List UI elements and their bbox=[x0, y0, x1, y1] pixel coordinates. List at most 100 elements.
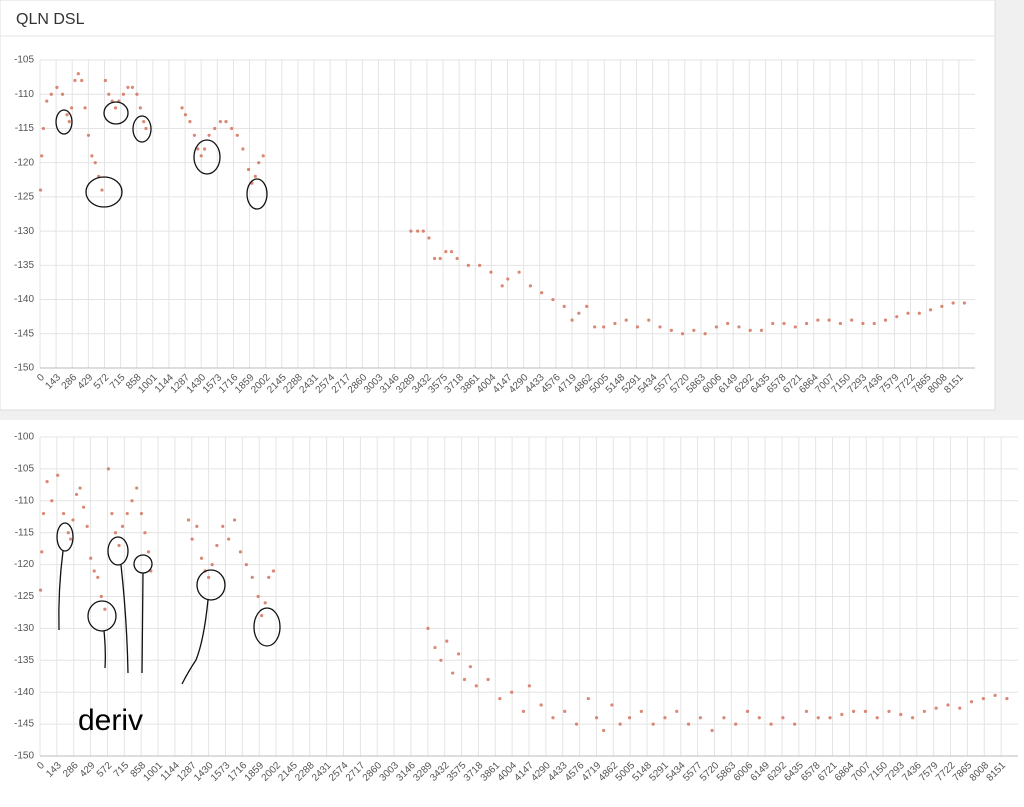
data-point bbox=[816, 318, 820, 322]
y-tick-label: -145 bbox=[14, 328, 34, 339]
data-point bbox=[107, 92, 111, 96]
data-point bbox=[195, 524, 199, 528]
data-point bbox=[940, 304, 944, 308]
data-point bbox=[215, 543, 219, 548]
data-point bbox=[658, 325, 662, 329]
y-tick-label: -130 bbox=[14, 623, 34, 634]
data-point bbox=[828, 716, 832, 720]
data-point bbox=[462, 677, 467, 682]
y-tick-label: -125 bbox=[14, 591, 34, 602]
data-point bbox=[669, 328, 673, 332]
data-point bbox=[40, 550, 44, 554]
data-point bbox=[585, 304, 589, 308]
data-point bbox=[427, 236, 431, 240]
data-point bbox=[103, 607, 107, 611]
data-point bbox=[698, 716, 702, 720]
data-point bbox=[861, 321, 865, 326]
data-point bbox=[722, 716, 726, 720]
data-point bbox=[793, 325, 797, 329]
data-point bbox=[551, 297, 555, 302]
data-point bbox=[190, 537, 194, 541]
data-point bbox=[135, 486, 139, 490]
stroke-annotation bbox=[141, 572, 144, 674]
data-point bbox=[196, 147, 200, 151]
data-point bbox=[257, 161, 261, 165]
data-point bbox=[83, 106, 87, 110]
data-point bbox=[76, 72, 80, 76]
y-tick-label: -115 bbox=[15, 123, 35, 134]
data-point bbox=[80, 78, 84, 83]
y-tick-label: -150 bbox=[14, 363, 34, 374]
circle-annotation bbox=[56, 522, 74, 552]
data-point bbox=[540, 291, 544, 295]
data-point bbox=[521, 709, 526, 713]
y-tick-label: -140 bbox=[14, 294, 34, 305]
data-point bbox=[451, 671, 455, 675]
data-point bbox=[445, 639, 449, 643]
data-point bbox=[737, 325, 741, 329]
data-point bbox=[850, 318, 854, 322]
data-point bbox=[444, 250, 448, 254]
data-point bbox=[934, 706, 938, 710]
data-point bbox=[246, 167, 251, 172]
data-point bbox=[899, 712, 903, 717]
data-point bbox=[759, 328, 764, 332]
data-point bbox=[574, 722, 579, 726]
y-tick-label: -135 bbox=[14, 655, 34, 666]
circle-annotation bbox=[85, 176, 123, 208]
data-point bbox=[67, 120, 71, 124]
y-tick-label: -140 bbox=[14, 687, 34, 698]
data-point bbox=[256, 594, 260, 599]
data-point bbox=[838, 321, 842, 326]
data-point bbox=[793, 722, 797, 726]
data-point bbox=[489, 270, 493, 274]
data-point bbox=[593, 325, 597, 329]
circle-annotation bbox=[132, 115, 152, 143]
data-point bbox=[917, 311, 921, 315]
data-point bbox=[45, 480, 49, 484]
data-point bbox=[38, 188, 43, 192]
data-point bbox=[213, 126, 217, 131]
annotation-text: deriv bbox=[78, 704, 143, 737]
data-point bbox=[232, 518, 237, 522]
data-point bbox=[41, 126, 45, 131]
data-point bbox=[840, 712, 844, 717]
data-point bbox=[745, 709, 750, 713]
y-tick-label: -125 bbox=[14, 192, 34, 203]
data-point bbox=[409, 229, 413, 233]
data-point bbox=[120, 524, 125, 528]
data-point bbox=[433, 645, 437, 650]
data-point bbox=[421, 229, 425, 233]
data-point bbox=[253, 174, 257, 178]
data-point bbox=[100, 188, 104, 192]
data-point bbox=[993, 693, 997, 697]
data-point bbox=[117, 543, 121, 548]
data-point bbox=[734, 722, 738, 726]
data-point bbox=[570, 318, 574, 322]
data-point bbox=[895, 315, 899, 319]
data-point bbox=[135, 92, 139, 96]
chart-title: QLN DSL bbox=[16, 11, 85, 28]
data-point bbox=[235, 133, 239, 137]
data-point bbox=[816, 716, 820, 720]
data-point bbox=[500, 284, 504, 288]
data-point bbox=[113, 106, 118, 110]
y-tick-label: -115 bbox=[15, 527, 35, 538]
data-point bbox=[69, 537, 73, 541]
data-point bbox=[207, 133, 211, 137]
data-point bbox=[263, 601, 267, 605]
data-point bbox=[951, 301, 955, 305]
data-point bbox=[66, 531, 70, 535]
data-point bbox=[71, 518, 75, 522]
data-point bbox=[610, 703, 614, 707]
data-point bbox=[41, 511, 46, 516]
data-point bbox=[61, 511, 66, 516]
data-point bbox=[981, 696, 985, 701]
panel-top bbox=[0, 0, 996, 411]
data-point bbox=[852, 709, 856, 713]
data-point bbox=[143, 531, 147, 535]
stroke-annotation bbox=[120, 564, 129, 674]
data-point bbox=[962, 301, 967, 305]
data-point bbox=[486, 677, 490, 682]
